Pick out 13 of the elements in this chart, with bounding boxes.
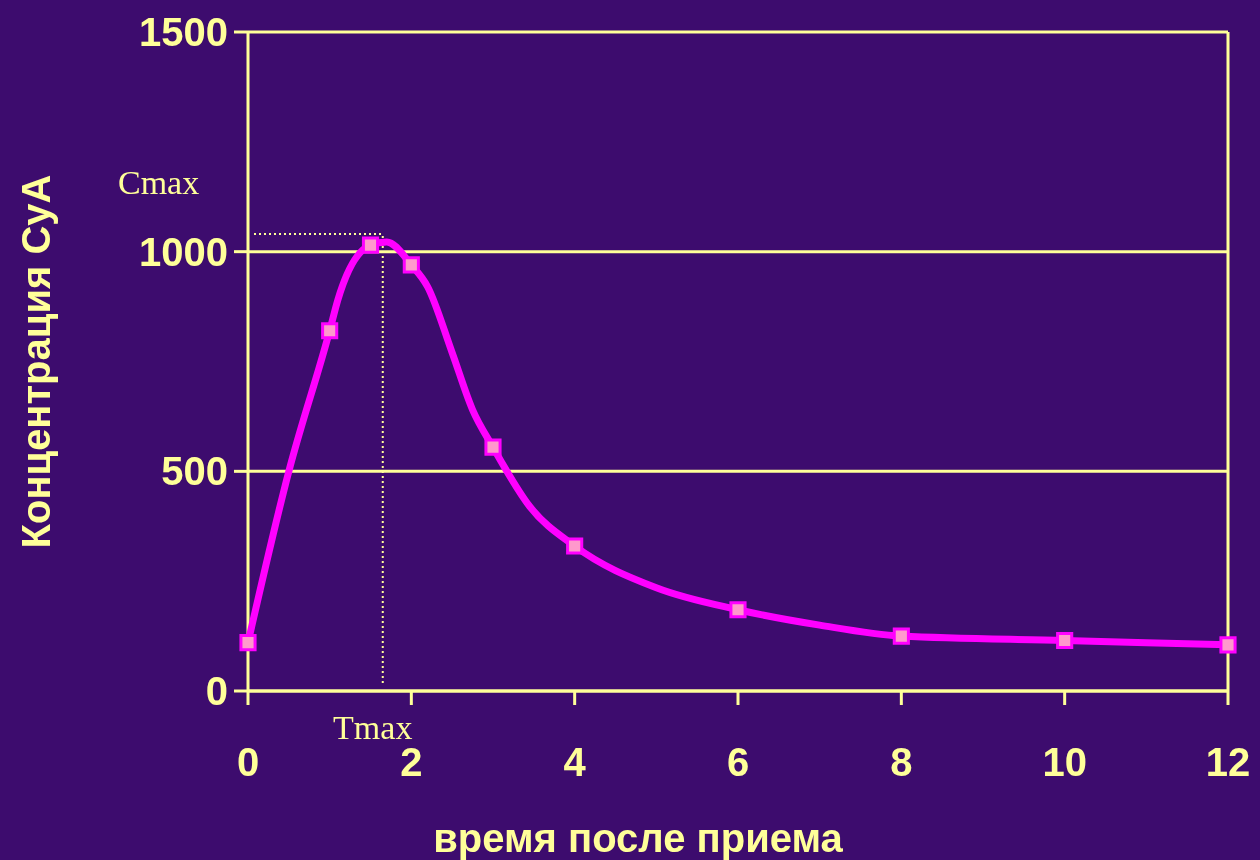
y-tick-label: 1000 [139, 229, 228, 274]
y-axis-title: Концентрация CyA [14, 174, 58, 549]
x-axis-title: время после приема [433, 816, 844, 860]
x-tick-label: 8 [890, 740, 913, 784]
y-tick-label: 1500 [139, 10, 228, 54]
y-tick-label: 500 [161, 449, 228, 494]
y-tick-label: 0 [205, 669, 228, 713]
x-tick-label: 10 [1042, 740, 1087, 784]
x-tick-label: 0 [236, 740, 260, 784]
ref-line-label: Cmax [118, 164, 200, 202]
x-tick-label: 6 [726, 740, 750, 784]
x-tick-label: 4 [563, 740, 587, 784]
x-tick-label: 12 [1205, 740, 1251, 784]
